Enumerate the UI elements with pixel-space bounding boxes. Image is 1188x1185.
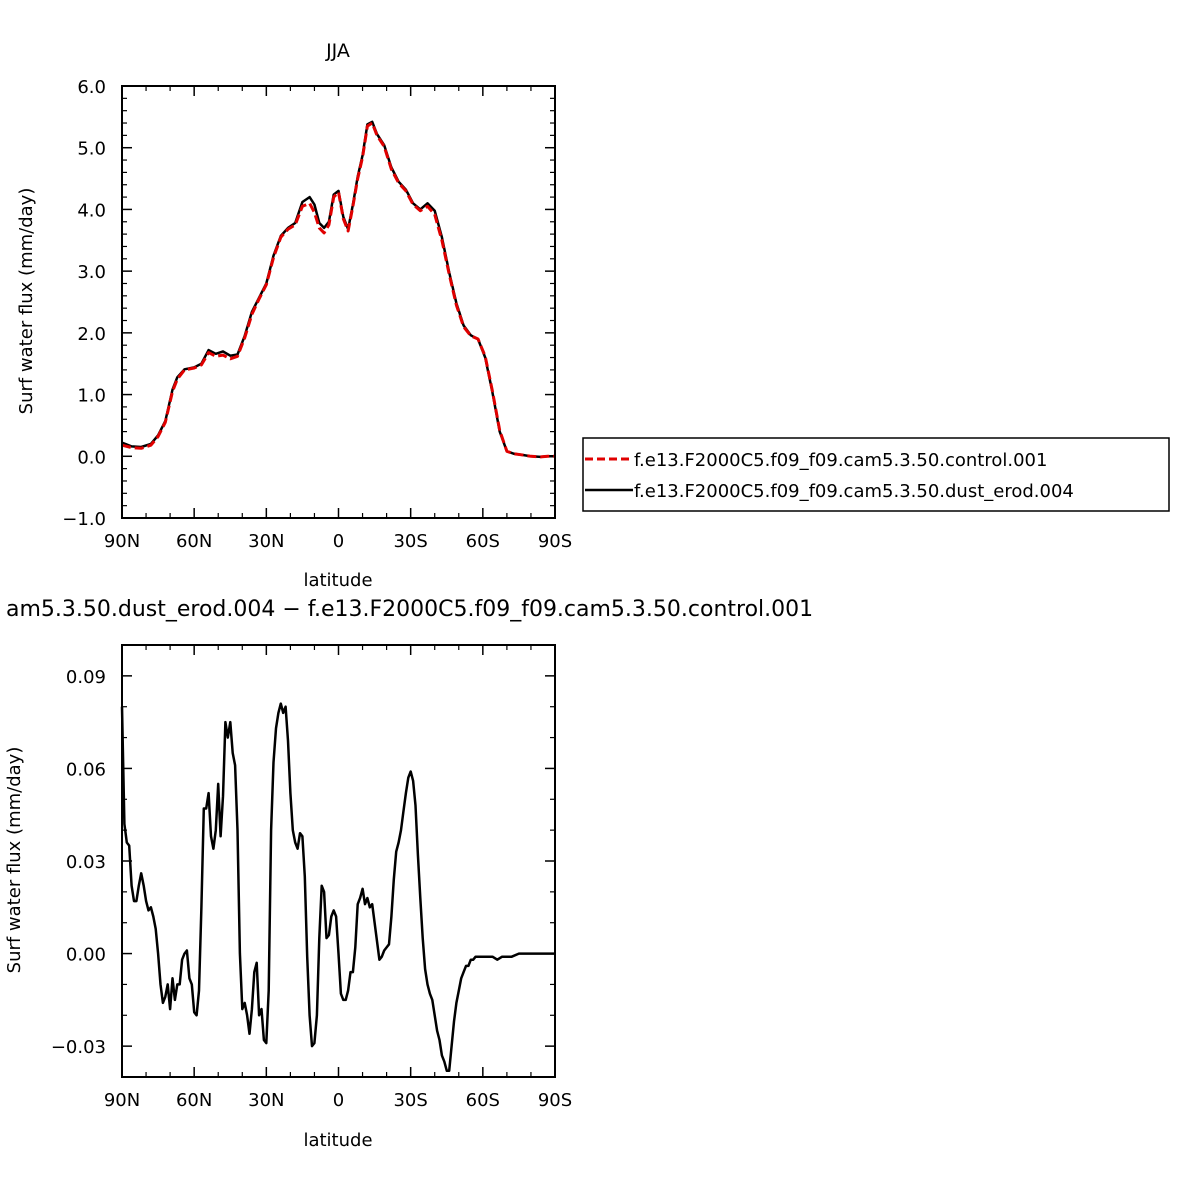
x-tick-label: 90N bbox=[104, 1090, 140, 1111]
series-line-0 bbox=[120, 702, 555, 1073]
series-line-1 bbox=[121, 120, 555, 459]
bottom-plot-frame bbox=[121, 644, 556, 1078]
x-tick-label: 30S bbox=[393, 531, 427, 552]
y-tick-label: 0.03 bbox=[66, 852, 106, 873]
x-tick-label: 90S bbox=[538, 531, 572, 552]
x-tick-label: 30N bbox=[248, 531, 284, 552]
bottom-x-axis-label: latitude bbox=[303, 1130, 372, 1151]
top-chart-title: JJA bbox=[325, 40, 350, 62]
y-tick-label: 4.0 bbox=[77, 200, 106, 221]
legend-label-dust-erod: f.e13.F2000C5.f09_f09.cam5.3.50.dust_ero… bbox=[634, 481, 1074, 502]
y-tick-label: −1.0 bbox=[62, 509, 106, 530]
y-tick-label: 3.0 bbox=[77, 262, 106, 283]
x-tick-label: 90N bbox=[104, 531, 140, 552]
y-tick-label: 0.00 bbox=[66, 945, 106, 966]
x-tick-label: 30N bbox=[248, 1090, 284, 1111]
y-tick-label: 5.0 bbox=[77, 139, 106, 160]
legend-label-control: f.e13.F2000C5.f09_f09.cam5.3.50.control.… bbox=[634, 450, 1047, 471]
y-tick-label: 1.0 bbox=[77, 386, 106, 407]
top-x-axis-label: latitude bbox=[303, 570, 372, 591]
y-tick-label: 0.09 bbox=[66, 667, 106, 688]
x-tick-label: 60S bbox=[466, 531, 500, 552]
x-tick-label: 30S bbox=[393, 1090, 427, 1111]
legend: f.e13.F2000C5.f09_f09.cam5.3.50.control.… bbox=[582, 437, 1170, 512]
y-tick-label: 0.0 bbox=[77, 447, 106, 468]
top-y-axis-label: Surf water flux (mm/day) bbox=[16, 188, 37, 415]
top-panel: JJA 90N 60N 30N 0 30S 60S 90S −1.0 0.0 1.0 2.0 3.0 4… bbox=[16, 40, 572, 591]
x-tick-label: 0 bbox=[333, 1090, 344, 1111]
legend-box bbox=[582, 437, 1170, 512]
bottom-chart-title: am5.3.50.dust_erod.004 − f.e13.F2000C5.f… bbox=[6, 597, 813, 622]
bottom-y-axis-label: Surf water flux (mm/day) bbox=[4, 747, 25, 974]
top-axis-ticks: 90N 60N 30N 0 30S 60S 90S −1.0 0.0 1.0 2.0 3.0 4.0 5.… bbox=[62, 77, 572, 552]
top-plot-frame bbox=[121, 85, 556, 519]
series-line-0 bbox=[121, 121, 555, 459]
top-series-layer bbox=[121, 120, 555, 459]
y-tick-label: 2.0 bbox=[77, 324, 106, 345]
y-tick-label: 6.0 bbox=[77, 77, 106, 98]
x-tick-label: 0 bbox=[333, 531, 344, 552]
bottom-panel: am5.3.50.dust_erod.004 − f.e13.F2000C5.f… bbox=[4, 597, 813, 1151]
y-tick-label: −0.03 bbox=[51, 1037, 106, 1058]
y-tick-label: 0.06 bbox=[66, 759, 106, 780]
x-tick-label: 60S bbox=[466, 1090, 500, 1111]
x-tick-label: 60N bbox=[176, 531, 212, 552]
x-tick-label: 90S bbox=[538, 1090, 572, 1111]
x-tick-label: 60N bbox=[176, 1090, 212, 1111]
bottom-series-layer bbox=[120, 702, 555, 1073]
